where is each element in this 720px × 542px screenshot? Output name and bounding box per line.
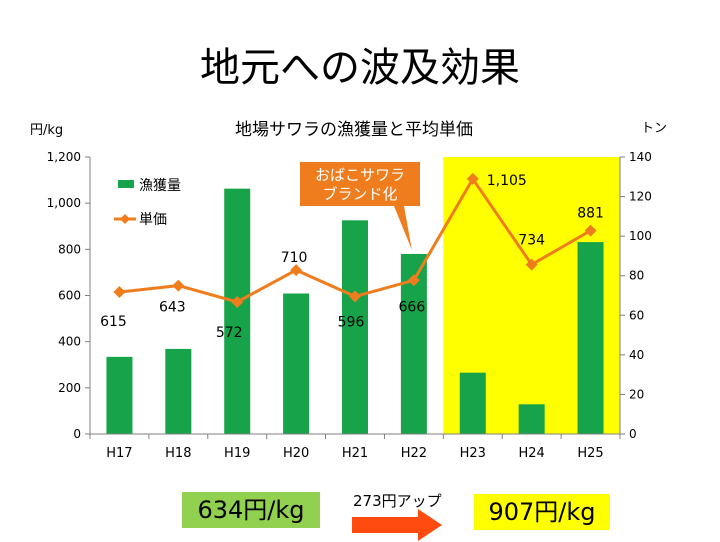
x-tick-label: H21 bbox=[342, 446, 368, 461]
slide-title: 地元への波及効果 bbox=[200, 45, 520, 91]
price-label-H17: 615 bbox=[100, 314, 127, 330]
legend-bar-label: 漁獲量 bbox=[139, 178, 181, 194]
callout-text-line: ブランド化 bbox=[322, 185, 397, 203]
price-marker-H21 bbox=[349, 290, 361, 303]
price-marker-H18 bbox=[172, 279, 185, 292]
bar-H21 bbox=[342, 220, 368, 434]
legend-bar-swatch bbox=[118, 180, 134, 188]
price-marker-H20 bbox=[290, 264, 303, 277]
right-tick-label: 80 bbox=[629, 269, 644, 283]
left-tick-label: 600 bbox=[58, 289, 81, 303]
left-tick-label: 400 bbox=[58, 335, 81, 349]
x-tick-label: H19 bbox=[224, 446, 250, 461]
right-tick-label: 40 bbox=[629, 348, 644, 362]
price-label-H20: 710 bbox=[281, 250, 308, 266]
before-price-box: 634円/kg bbox=[182, 492, 320, 528]
price-label-H23: 1,105 bbox=[487, 173, 527, 189]
price-marker-H23 bbox=[466, 172, 479, 185]
brand-callout bbox=[300, 162, 420, 250]
bar-H17 bbox=[106, 356, 133, 434]
bar-H23 bbox=[459, 372, 486, 434]
price-marker-H22 bbox=[407, 274, 420, 287]
left-tick-label: 1,000 bbox=[47, 196, 81, 210]
price-marker-H19 bbox=[231, 295, 244, 308]
left-tick-label: 1,200 bbox=[47, 150, 81, 164]
x-tick-label: H25 bbox=[577, 446, 603, 461]
x-tick-label: H23 bbox=[460, 446, 486, 461]
increase-arrow bbox=[352, 509, 442, 541]
x-tick-label: H18 bbox=[165, 446, 191, 461]
price-label-H19: 572 bbox=[216, 325, 243, 341]
price-marker-H17 bbox=[113, 286, 126, 299]
right-tick-label: 140 bbox=[629, 150, 652, 164]
x-tick-label: H20 bbox=[283, 446, 309, 461]
left-tick-label: 0 bbox=[73, 427, 81, 441]
price-label-H21: 596 bbox=[338, 314, 365, 330]
increase-label: 273円アップ bbox=[353, 492, 442, 510]
price-label-H18: 643 bbox=[159, 300, 186, 316]
x-tick-label: H24 bbox=[519, 446, 545, 461]
callout-text-line: おばこサワラ bbox=[315, 166, 405, 184]
x-tick-label: H17 bbox=[106, 446, 132, 461]
price-marker-H25 bbox=[584, 224, 597, 237]
left-tick-label: 800 bbox=[58, 242, 81, 256]
right-tick-label: 20 bbox=[629, 387, 644, 401]
bar-H25 bbox=[577, 242, 604, 434]
bar-H19 bbox=[224, 188, 251, 434]
right-tick-label: 0 bbox=[629, 427, 637, 441]
bar-H20 bbox=[283, 293, 310, 434]
bar-H18 bbox=[165, 348, 192, 434]
right-tick-label: 60 bbox=[629, 308, 644, 322]
left-tick-label: 200 bbox=[58, 381, 81, 395]
bar-H24 bbox=[518, 404, 545, 434]
x-tick-label: H22 bbox=[401, 446, 427, 461]
after-price-box: 907円/kg bbox=[474, 494, 610, 530]
right-tick-label: 120 bbox=[629, 190, 652, 204]
legend-line-label: 単価 bbox=[139, 212, 167, 228]
right-tick-label: 100 bbox=[629, 229, 652, 243]
price-label-H22: 666 bbox=[399, 299, 426, 315]
price-label-H24: 734 bbox=[518, 233, 545, 249]
price-marker-H24 bbox=[525, 258, 538, 271]
left-axis-unit: 円/kg bbox=[30, 123, 63, 138]
right-axis-unit: トン bbox=[641, 121, 667, 136]
chart-title: 地場サワラの漁獲量と平均単価 bbox=[235, 120, 473, 140]
price-label-H25: 881 bbox=[577, 206, 604, 222]
legend-line-marker bbox=[120, 214, 130, 224]
